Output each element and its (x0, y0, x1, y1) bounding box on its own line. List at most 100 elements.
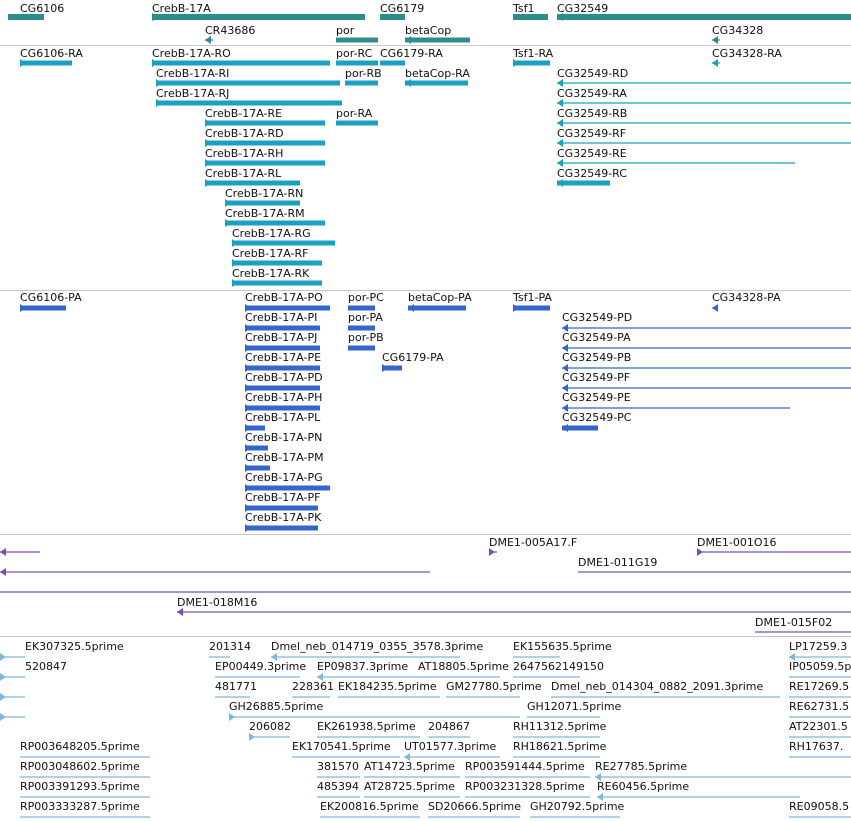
feature[interactable]: CG34328-RA (712, 47, 782, 67)
feature[interactable]: CrebB-17A-PE (245, 351, 321, 372)
feature[interactable]: DME1-005A17.F (489, 536, 577, 556)
feature[interactable]: 2647562149150 (513, 660, 604, 678)
feature[interactable]: Tsf1-PA (512, 291, 552, 312)
feature[interactable]: por-PB (348, 331, 384, 351)
feature[interactable]: CrebB-17A (152, 2, 365, 21)
feature[interactable]: CG32549-RD (557, 67, 851, 87)
feature[interactable]: RE27785.5prime (595, 760, 851, 781)
feature[interactable]: CR43686 (205, 24, 255, 44)
feature[interactable]: AT14723.5prime (364, 760, 460, 778)
feature[interactable]: RP003391293.5prime (20, 780, 150, 798)
feature[interactable]: por-PA (348, 311, 383, 331)
feature[interactable]: 381570 (317, 760, 360, 778)
feature[interactable]: EP09837.3prime (317, 660, 420, 681)
feature[interactable]: RP003231328.5prime (465, 780, 590, 798)
feature[interactable]: betaCop (405, 24, 470, 44)
feature[interactable]: RE17269.5 (789, 680, 851, 698)
feature[interactable]: GH26885.5prime (229, 700, 520, 721)
feature[interactable]: CrebB-17A-PG (245, 471, 330, 492)
feature[interactable]: CrebB-17A-PD (245, 371, 323, 392)
feature[interactable]: 485394 (317, 780, 360, 798)
feature[interactable]: RP003333287.5prime (20, 800, 150, 818)
feature[interactable]: por (336, 24, 378, 43)
feature[interactable]: CrebB-17A-RF (232, 247, 322, 267)
feature[interactable] (0, 548, 40, 556)
feature[interactable]: CrebB-17A-PI (245, 311, 320, 332)
feature[interactable]: CrebB-17A-PJ (245, 331, 320, 352)
feature[interactable]: por-PC (348, 291, 384, 311)
feature[interactable]: EK200816.5prime (320, 800, 420, 818)
feature[interactable]: DME1-015F02 (755, 616, 851, 633)
feature[interactable]: CG32549-PC (562, 411, 632, 432)
feature[interactable]: CrebB-17A-RO (152, 47, 330, 67)
feature[interactable]: 520847 (0, 660, 67, 681)
feature[interactable]: CrebB-17A-RD (205, 127, 325, 147)
feature[interactable]: CG6179-RA (380, 47, 443, 66)
feature[interactable]: CrebB-17A-RL (205, 167, 300, 187)
feature[interactable]: CG32549-PA (562, 331, 851, 352)
feature[interactable]: GH12071.5prime (527, 700, 622, 718)
feature[interactable]: CG6179-PA (382, 351, 444, 372)
feature[interactable]: CrebB-17A-RE (205, 107, 325, 127)
feature[interactable]: Tsf1 (512, 2, 548, 20)
feature[interactable]: CrebB-17A-PF (245, 491, 320, 512)
feature[interactable]: CG32549-PD (562, 311, 851, 332)
feature[interactable]: EK184235.5prime (338, 680, 440, 698)
feature[interactable]: IP05059.5p (789, 660, 851, 678)
feature[interactable]: CrebB-17A-PK (245, 511, 322, 532)
feature[interactable]: CrebB-17A-RN (225, 187, 303, 207)
feature[interactable] (0, 568, 430, 576)
feature[interactable]: GH20792.5prime (530, 800, 625, 818)
feature[interactable]: AT18805.5prime (418, 660, 509, 678)
feature[interactable] (0, 693, 25, 701)
feature[interactable]: CrebB-17A-RG (232, 227, 335, 247)
feature[interactable]: EK155635.5prime (513, 640, 612, 658)
feature[interactable]: CrebB-17A-RI (156, 67, 340, 87)
feature[interactable]: RH17637. (789, 740, 851, 758)
feature[interactable]: RP003048602.5prime (20, 760, 150, 778)
feature[interactable]: AT22301.5 (789, 720, 851, 738)
feature[interactable]: EP00449.3prime (215, 660, 306, 678)
feature[interactable]: GM27780.5prime (446, 680, 542, 698)
feature[interactable]: por-RB (345, 67, 382, 86)
feature[interactable]: EK170541.5prime (292, 740, 400, 758)
feature[interactable]: RE09058.5 (789, 800, 851, 818)
feature[interactable]: Tsf1-RA (512, 47, 554, 67)
feature[interactable]: CrebB-17A-PL (245, 411, 321, 432)
feature[interactable]: RE62731.5 (789, 700, 851, 718)
feature[interactable]: CG32549-RC (557, 167, 627, 187)
feature[interactable]: EK307325.5prime (0, 640, 124, 661)
feature[interactable]: RH11312.5prime (513, 720, 607, 738)
feature[interactable]: RE60456.5prime (597, 780, 800, 801)
feature[interactable] (0, 713, 25, 721)
feature[interactable]: 228361 (292, 680, 334, 698)
feature[interactable]: betaCop-PA (408, 291, 472, 312)
feature[interactable]: DME1-018M16 (177, 596, 851, 616)
feature[interactable]: RP003648205.5prime (20, 740, 150, 758)
feature[interactable]: CG32549-RB (557, 107, 851, 127)
feature[interactable]: CG32549 (557, 2, 851, 21)
feature[interactable]: CrebB-17A-PH (245, 391, 322, 412)
feature[interactable]: CG6179 (380, 2, 424, 20)
feature[interactable]: 201314 (209, 640, 251, 658)
feature[interactable]: CG6106-RA (20, 47, 83, 67)
feature[interactable]: DME1-001O16 (697, 536, 851, 556)
feature[interactable]: CrebB-17A-RM (225, 207, 325, 227)
feature[interactable]: RH18621.5prime (513, 740, 607, 758)
feature[interactable]: CrebB-17A-PN (245, 431, 322, 452)
feature[interactable]: CG32549-PB (562, 351, 851, 372)
feature[interactable]: RP003591444.5prime (465, 760, 590, 778)
feature[interactable]: CG32549-PE (562, 391, 790, 412)
feature[interactable]: CG32549-RA (557, 87, 851, 107)
feature[interactable]: CG6106 (8, 2, 64, 20)
feature[interactable]: CrebB-17A-RJ (156, 87, 342, 107)
feature[interactable]: CrebB-17A-RK (232, 267, 322, 287)
feature[interactable]: betaCop-RA (405, 67, 470, 87)
feature[interactable]: CG32549-RE (557, 147, 795, 167)
feature[interactable]: CG32549-RF (557, 127, 851, 147)
feature[interactable]: 481771 (215, 680, 257, 698)
feature[interactable]: CrebB-17A-RH (205, 147, 325, 167)
feature[interactable]: CG34328-PA (712, 291, 781, 312)
